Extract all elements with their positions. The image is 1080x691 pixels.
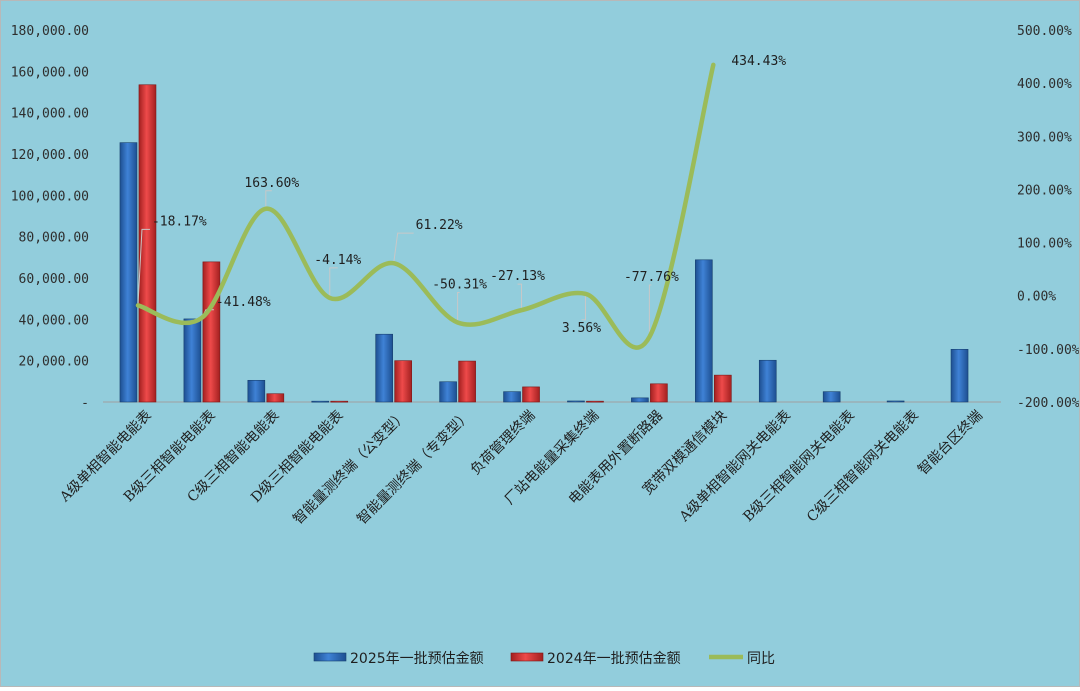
y-left-tick-label: 20,000.00 (19, 355, 89, 370)
bar-2024 (394, 360, 412, 403)
bar-2025 (503, 391, 521, 403)
bar-2025 (950, 348, 969, 403)
legend-label: 同比 (747, 651, 775, 667)
y-left-tick-label: 40,000.00 (19, 313, 89, 328)
bar-2024 (586, 400, 604, 403)
bar-2025 (886, 400, 905, 403)
y-left-tick-label: 140,000.00 (11, 107, 89, 122)
label-leader-line (648, 284, 652, 338)
legend: 2025年一批预估金额 2024年一批预估金额 同比 (313, 651, 775, 667)
label-leader-line (393, 232, 414, 264)
category-label: 智能台区终端 (915, 408, 986, 479)
data-labels: -18.17% -41.48% 163.60% -4.14% 61.22% -50.31%… (152, 54, 786, 336)
bar-2025 (311, 400, 330, 403)
category-label: C级三相智能网关电能表 (804, 408, 922, 526)
y-left-tick-label: 100,000.00 (11, 189, 89, 204)
yoy-data-label: 434.43% (731, 54, 786, 69)
y-right-tick-label: -200.00% (1017, 396, 1079, 411)
y-right-tick-label: 200.00% (1017, 183, 1072, 198)
label-leader-line (517, 283, 523, 311)
y-right-tick-label: 0.00% (1017, 290, 1056, 305)
yoy-data-label: 163.60% (244, 176, 299, 191)
yoy-data-label: -27.13% (490, 269, 545, 284)
y-right-tick-label: 300.00% (1017, 130, 1072, 145)
label-leader-line (329, 267, 338, 298)
legend-swatch (510, 652, 544, 662)
y-right-tick-label: 100.00% (1017, 237, 1072, 252)
bar-2024 (202, 261, 221, 403)
yoy-data-label: -50.31% (432, 277, 487, 292)
y-left-tick-label: 60,000.00 (19, 272, 89, 287)
category-label: B级三相智能网关电能表 (740, 408, 858, 526)
bar-2024 (522, 386, 540, 403)
bar-2024 (650, 383, 668, 403)
yoy-data-label: -41.48% (216, 295, 271, 310)
label-leader-line (137, 228, 150, 306)
category-label: A级单相智能网关电能表 (676, 408, 794, 526)
legend-swatch (313, 652, 347, 662)
yoy-data-label: 3.56% (562, 321, 601, 336)
y-left-tick-label: 120,000.00 (11, 148, 89, 163)
y-right-tick-label: -100.00% (1017, 343, 1079, 358)
y-right-tick-label: 500.00% (1017, 24, 1072, 39)
label-leaders (137, 190, 652, 338)
label-leader-line (581, 293, 586, 321)
bar-2025 (375, 333, 393, 403)
bar-2024 (138, 84, 157, 403)
yoy-data-label: 61.22% (416, 218, 463, 233)
yoy-line (135, 62, 716, 350)
label-leader-line (265, 190, 272, 209)
label-leader-line (457, 291, 460, 323)
bar-2025 (567, 400, 585, 403)
bar-2025 (119, 142, 138, 403)
bar-2024 (266, 393, 285, 403)
y-left-tick-label: 180,000.00 (11, 24, 89, 39)
bar-2025 (247, 379, 266, 403)
bar-2024 (330, 400, 349, 403)
y-left-tick-label: 160,000.00 (11, 65, 89, 80)
legend-label: 2024年一批预估金额 (547, 651, 681, 667)
bar-2025 (631, 397, 649, 403)
category-label: 智能量测终端（公变型） (290, 408, 410, 528)
y-left-tick-label: 80,000.00 (19, 231, 89, 246)
axes: - 20,000.00 40,000.00 60,000.00 80,000.00 100… (11, 24, 1080, 411)
category-label: 负荷管理终端 (468, 408, 539, 479)
y-right-tick-label: 400.00% (1017, 77, 1072, 92)
bar-2025 (758, 359, 777, 403)
bar-2024 (458, 360, 476, 403)
bar-2025 (822, 391, 841, 403)
yoy-data-label: -4.14% (314, 253, 361, 268)
yoy-data-label: -18.17% (152, 214, 207, 229)
bar-2025 (439, 381, 457, 403)
bar-2025 (183, 318, 202, 403)
yoy-series-line (135, 62, 716, 350)
legend-label: 2025年一批预估金额 (350, 651, 484, 667)
category-label: 智能量测终端（专变型） (354, 408, 474, 528)
category-labels: A级单相智能电能表B级三相智能电能表C级三相智能电能表D级三相智能电能表智能量测… (56, 407, 985, 528)
yoy-data-label: -77.76% (624, 270, 679, 285)
y-left-tick-label: - (81, 396, 89, 411)
bar-2025 (695, 259, 713, 403)
bars (119, 84, 969, 403)
bar-2024 (714, 374, 732, 403)
